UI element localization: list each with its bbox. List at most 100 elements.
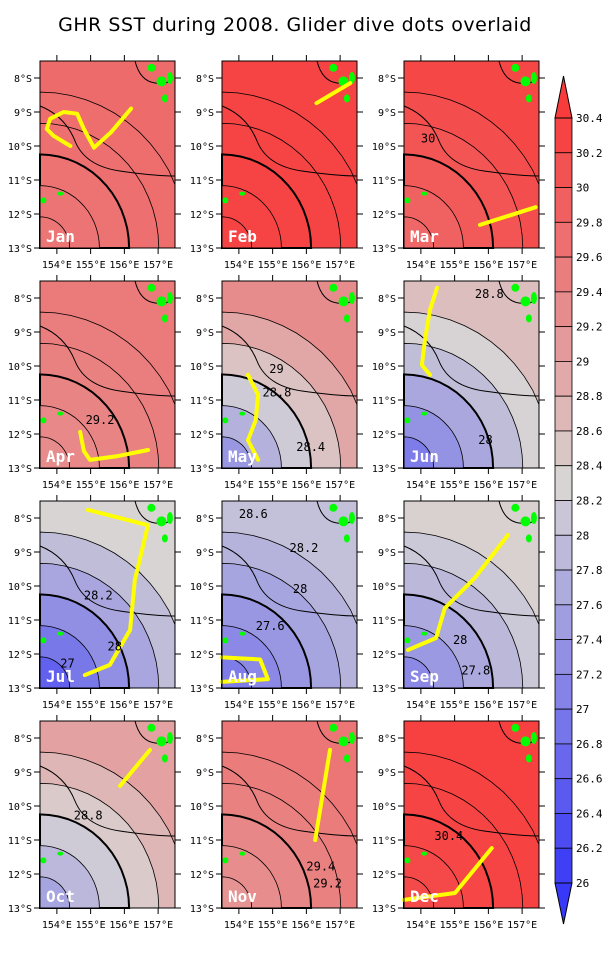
lat-tick-label: 11°S (372, 836, 396, 847)
lon-tick-label: 155°E (258, 260, 288, 271)
map-panel-aug: 28.6 28.2 28 27.6 Aug 8°S 9°S 10°S 11°S 12°S 13°S 1… (190, 495, 363, 711)
glider-track (314, 81, 353, 106)
sst-contour-band (221, 876, 253, 909)
sst-contour-band (39, 216, 71, 249)
lon-tick-label: 157°E (143, 920, 173, 931)
contour-label: 28.8 (74, 809, 103, 823)
glider-track (82, 507, 150, 678)
island-land (161, 754, 168, 763)
lat-tick-label: 11°S (190, 176, 214, 187)
contour-label: 29.4 (306, 860, 335, 874)
panel-frame (403, 720, 540, 909)
panel-field: 28.8 (39, 720, 176, 909)
colorbar-label: 27 (576, 703, 589, 716)
panel-field: 30 (403, 60, 540, 249)
island-land (404, 417, 411, 424)
lon-tick-label: 156°E (109, 700, 139, 711)
month-label: Sep (410, 667, 439, 686)
month-label: Apr (46, 447, 75, 466)
lat-tick-label: 8°S (14, 294, 32, 305)
lat-tick-label: 10°S (8, 582, 32, 593)
contour-label: 30 (421, 132, 435, 146)
colorbar-label: 26.6 (576, 773, 603, 786)
island-land (338, 296, 349, 307)
lat-tick-label: 10°S (8, 802, 32, 813)
contour-label: 28 (108, 640, 122, 654)
lat-tick-label: 12°S (190, 430, 214, 441)
sst-contour-line (221, 105, 358, 177)
lat-tick-label: 10°S (190, 362, 214, 373)
panel-field: 28.8 28 (403, 280, 540, 469)
colorbar-label: 28.4 (576, 460, 603, 473)
island-land (348, 512, 355, 524)
lat-tick-label: 8°S (14, 74, 32, 85)
lat-tick-label: 12°S (8, 870, 32, 881)
lat-tick-label: 8°S (14, 734, 32, 745)
colorbar-segment (554, 534, 573, 571)
colorbar-segment (554, 465, 573, 501)
sst-contour-line (39, 105, 176, 177)
colorbar-label: 26 (576, 877, 589, 890)
island-land (530, 292, 537, 304)
lon-tick-label: 156°E (473, 920, 503, 931)
lat-tick-label: 8°S (378, 514, 396, 525)
colorbar-label: 29.2 (576, 321, 603, 334)
glider-track (419, 285, 440, 377)
lat-tick-label: 9°S (378, 108, 396, 119)
colorbar-label: 30.2 (576, 147, 603, 160)
island-land (166, 732, 173, 744)
island-land (348, 292, 355, 304)
lat-tick-label: 12°S (372, 870, 396, 881)
lon-tick-label: 155°E (440, 700, 470, 711)
colorbar-segment (554, 569, 573, 606)
sst-contour-band (39, 656, 71, 689)
lat-tick-label: 8°S (14, 514, 32, 525)
island-land (239, 191, 246, 196)
lat-tick-label: 13°S (372, 904, 396, 915)
lon-tick-label: 155°E (76, 260, 106, 271)
sst-contour-line (403, 105, 540, 177)
colorbar-label: 26.4 (576, 807, 603, 820)
month-label: Jan (46, 227, 75, 246)
island-land (511, 723, 520, 732)
island-land (166, 72, 173, 84)
lon-tick-label: 154°E (42, 920, 72, 931)
figure-title: GHR SST during 2008. Glider dive dots ov… (58, 14, 532, 36)
colorbar-segment (554, 430, 573, 467)
island-land (239, 411, 246, 416)
glider-track (117, 747, 153, 788)
sst-contour-line (221, 325, 358, 397)
lat-tick-label: 9°S (196, 328, 214, 339)
lat-tick-label: 9°S (14, 768, 32, 779)
island-land (147, 283, 156, 292)
panel-frame (221, 280, 358, 469)
island-land (156, 516, 167, 527)
island-land (161, 534, 168, 543)
lon-tick-label: 154°E (42, 260, 72, 271)
lon-tick-label: 154°E (406, 480, 436, 491)
island-land (404, 197, 411, 204)
panel-field: 28 27.8 (403, 500, 540, 689)
colorbar-segment (554, 361, 573, 397)
lon-tick-label: 154°E (406, 700, 436, 711)
colorbar-label: 30.4 (576, 112, 603, 125)
lon-tick-label: 154°E (42, 700, 72, 711)
island-land (161, 94, 168, 103)
lat-tick-label: 8°S (196, 734, 214, 745)
island-land (329, 283, 338, 292)
colorbar-segment (554, 152, 573, 188)
colorbar-segment (554, 708, 573, 745)
lat-tick-label: 10°S (190, 582, 214, 593)
lat-tick-label: 13°S (190, 684, 214, 695)
panel-frame (221, 500, 358, 689)
sst-contour-line (221, 765, 358, 837)
map-panel-jan: Jan 8°S 9°S 10°S 11°S 12°S 13°S 154°E 155°E 156°E… (8, 55, 181, 271)
contour-label: 29.2 (86, 413, 115, 427)
lon-tick-label: 155°E (76, 920, 106, 931)
lat-tick-label: 11°S (8, 616, 32, 627)
sst-contour-band (221, 436, 253, 469)
lon-tick-label: 154°E (406, 920, 436, 931)
island-land (156, 736, 167, 747)
lon-tick-label: 156°E (473, 260, 503, 271)
contour-label: 29.2 (313, 877, 342, 891)
